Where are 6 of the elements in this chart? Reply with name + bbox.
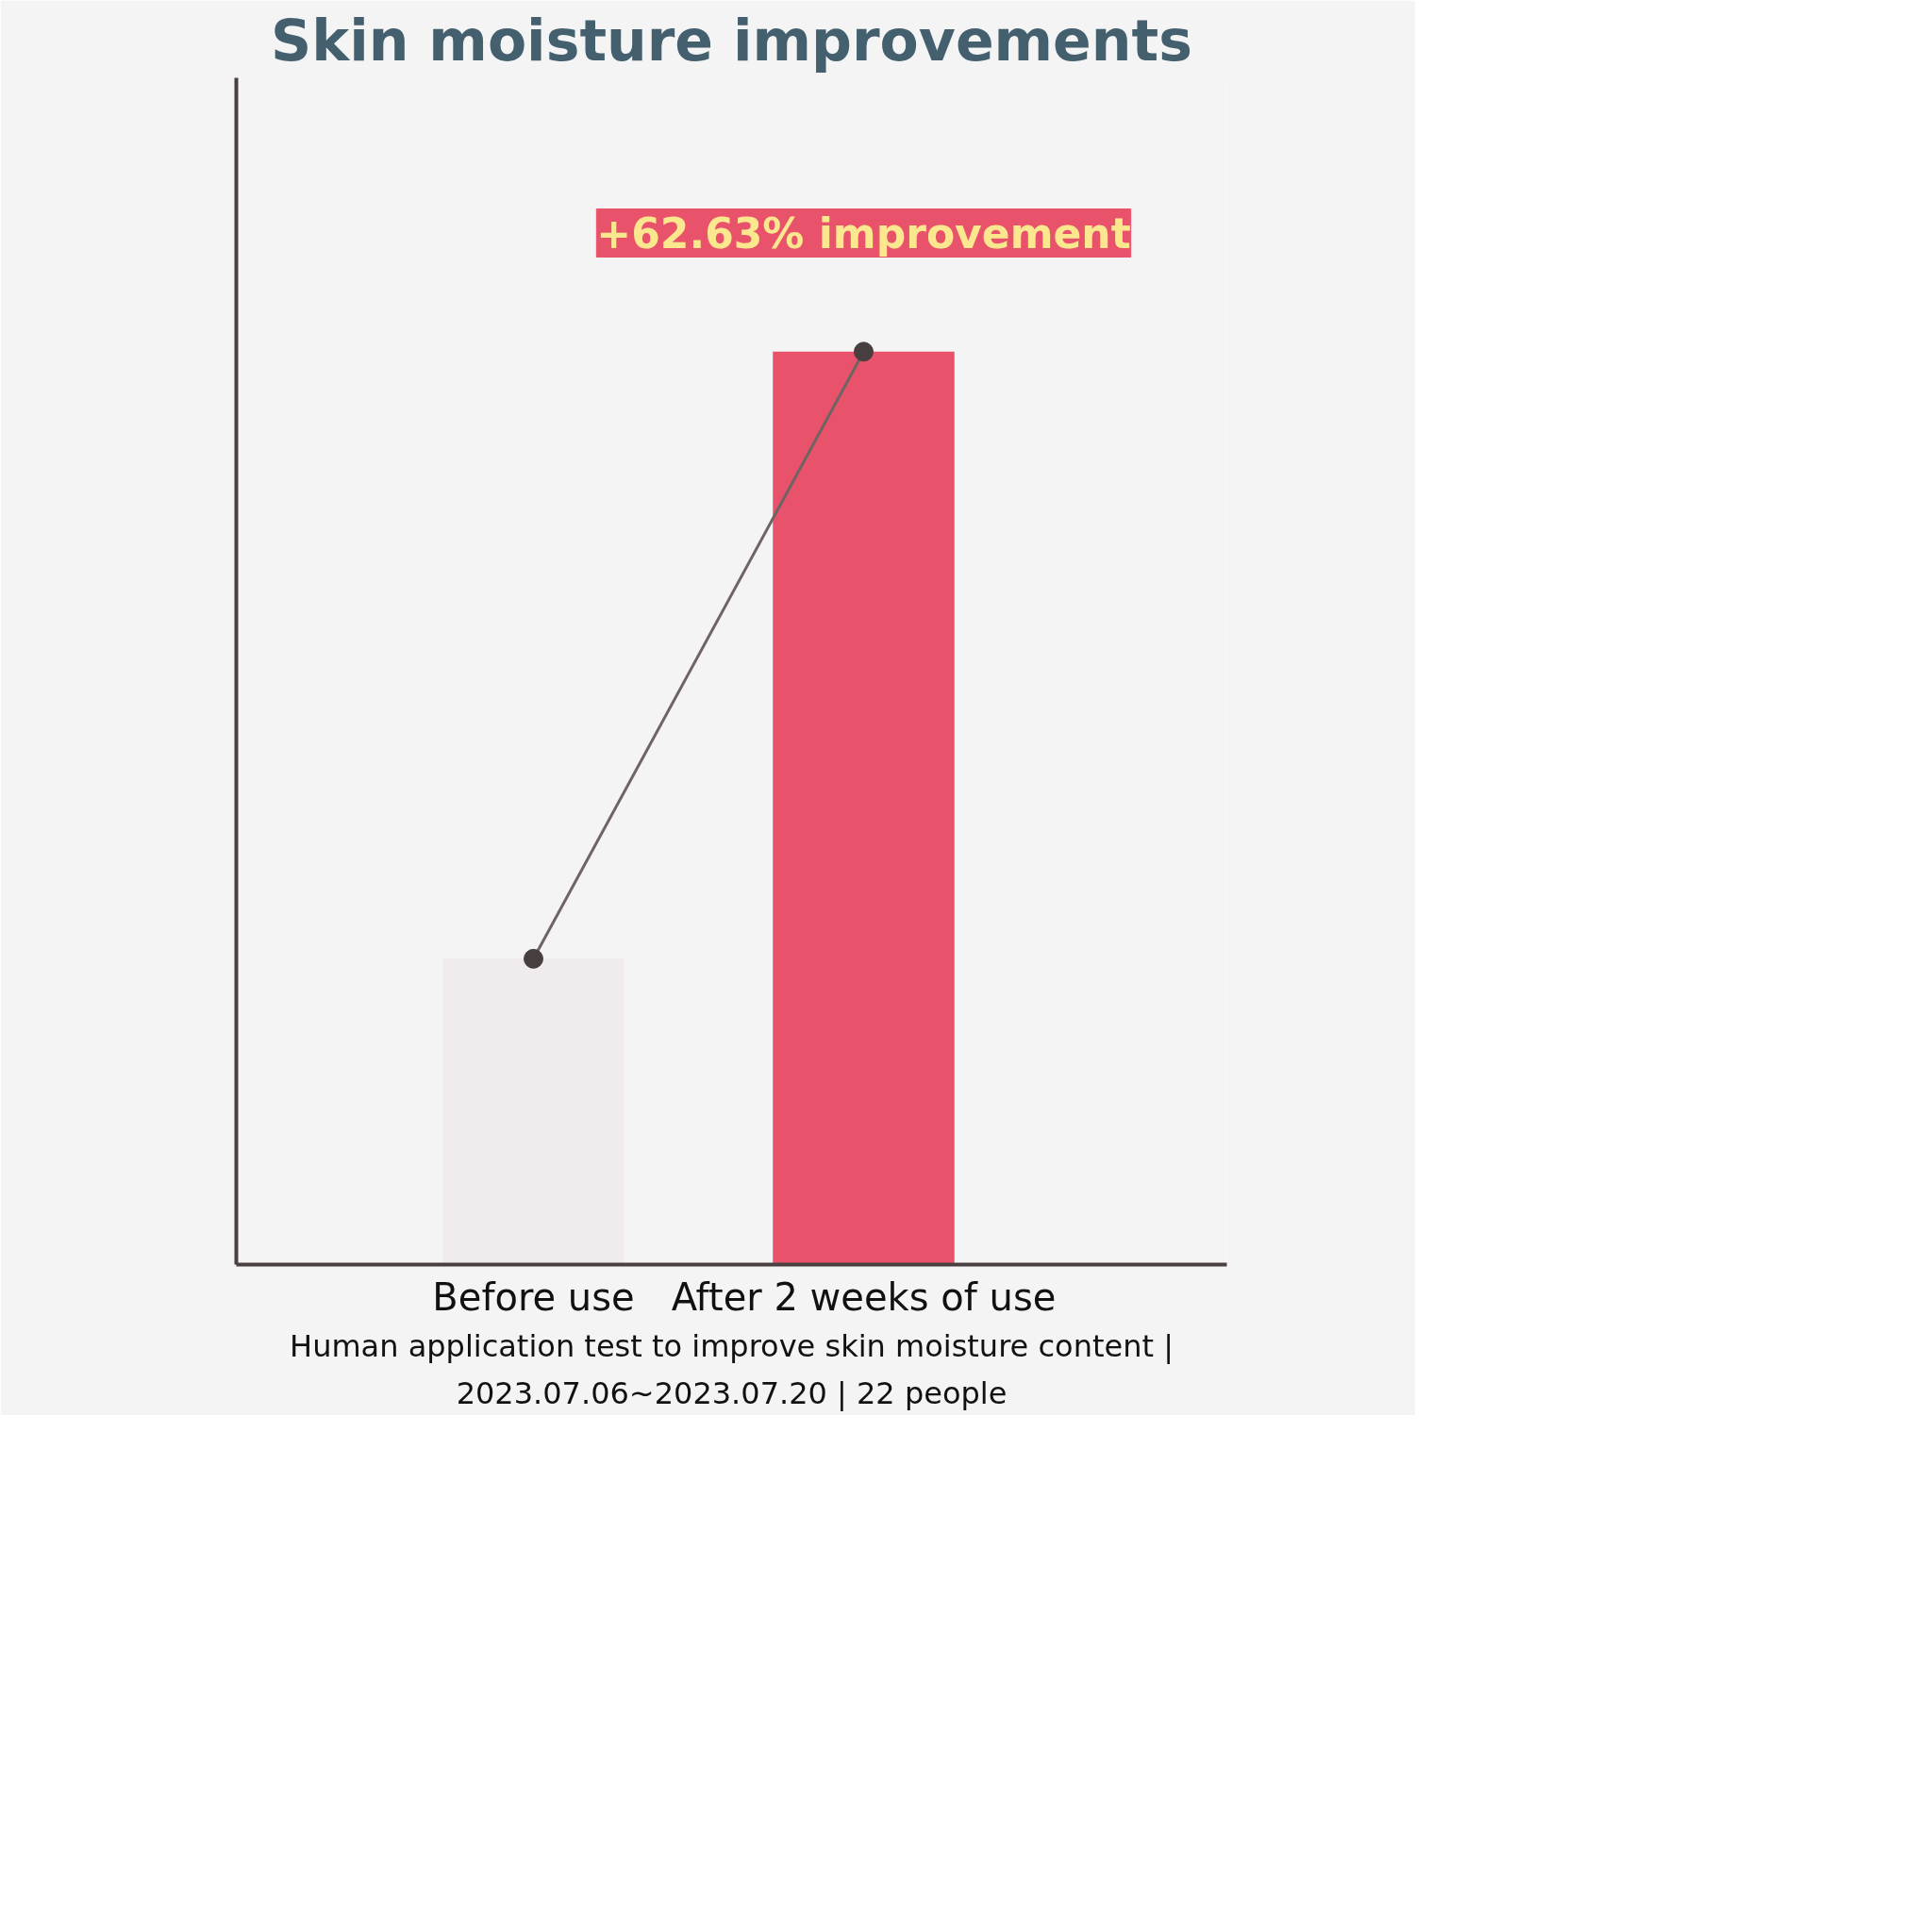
- x-tick-label: Before use: [432, 1274, 635, 1319]
- text: +62.63% improvement: [596, 208, 1131, 258]
- text: 2023.07.06~2023.07.20 | 22 people: [456, 1374, 1008, 1411]
- chart-title: Skin moisture improvements: [271, 7, 1192, 74]
- text: Human application test to improve skin moisture content |: [290, 1327, 1174, 1364]
- x-tick-label: After 2 weeks of use: [671, 1274, 1057, 1319]
